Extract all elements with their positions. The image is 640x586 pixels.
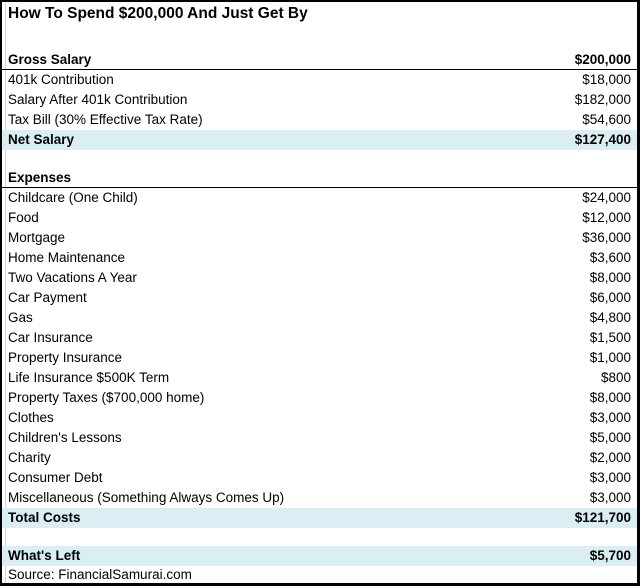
row-label: Home Maintenance bbox=[8, 250, 126, 266]
row-value: $800 bbox=[600, 370, 631, 386]
row-value: $3,000 bbox=[589, 470, 631, 486]
row-value: $121,700 bbox=[574, 510, 631, 526]
row-home-maintenance: Home Maintenance $3,600 bbox=[2, 248, 637, 268]
row-label: Two Vacations A Year bbox=[8, 270, 137, 286]
row-label: Life Insurance $500K Term bbox=[8, 370, 170, 386]
row-label: Salary After 401k Contribution bbox=[8, 92, 188, 108]
row-what-s-left: What's Left $5,700 bbox=[2, 546, 637, 566]
row-mortgage: Mortgage $36,000 bbox=[2, 228, 637, 248]
row-charity: Charity $2,000 bbox=[2, 448, 637, 468]
row-consumer-debt: Consumer Debt $3,000 bbox=[2, 468, 637, 488]
row-label: Childcare (One Child) bbox=[8, 190, 138, 206]
row-label: Net Salary bbox=[8, 132, 75, 148]
row-childcare-one-child: Childcare (One Child) $24,000 bbox=[2, 188, 637, 208]
spacer-row bbox=[2, 528, 637, 546]
row-value: $12,000 bbox=[582, 210, 631, 226]
row-value: $36,000 bbox=[582, 230, 631, 246]
row-label: Gross Salary bbox=[8, 51, 92, 67]
source-row: Source: FinancialSamurai.com bbox=[2, 566, 637, 583]
row-value: $127,400 bbox=[574, 132, 631, 148]
row-value: $5,000 bbox=[589, 430, 631, 446]
row-401k-contribution: 401k Contribution $18,000 bbox=[2, 70, 637, 90]
row-car-insurance: Car Insurance $1,500 bbox=[2, 328, 637, 348]
row-value: $200,000 bbox=[574, 51, 631, 67]
row-total-costs: Total Costs $121,700 bbox=[2, 508, 637, 528]
row-label: Children's Lessons bbox=[8, 430, 122, 446]
row-label: Expenses bbox=[8, 169, 72, 185]
row-value: $54,600 bbox=[582, 112, 631, 128]
row-value: $3,000 bbox=[589, 490, 631, 506]
row-label: Food bbox=[8, 210, 39, 226]
row-label: Clothes bbox=[8, 410, 54, 426]
row-clothes: Clothes $3,000 bbox=[2, 408, 637, 428]
row-label: Consumer Debt bbox=[8, 470, 103, 486]
row-property-taxes-700-000-home: Property Taxes ($700,000 home) $8,000 bbox=[2, 388, 637, 408]
row-value: $18,000 bbox=[582, 72, 631, 88]
row-value: $4,800 bbox=[589, 310, 631, 326]
row-label: Charity bbox=[8, 450, 51, 466]
row-value: $1,500 bbox=[589, 330, 631, 346]
spacer-row bbox=[2, 150, 637, 168]
row-label: Miscellaneous (Something Always Comes Up… bbox=[8, 490, 285, 506]
row-gross-salary: Gross Salary $200,000 bbox=[2, 50, 637, 70]
row-value: $3,600 bbox=[589, 250, 631, 266]
row-gas: Gas $4,800 bbox=[2, 308, 637, 328]
row-life-insurance-500k-term: Life Insurance $500K Term $800 bbox=[2, 368, 637, 388]
row-value: $8,000 bbox=[589, 270, 631, 286]
row-label: What's Left bbox=[8, 548, 81, 564]
row-label: Property Insurance bbox=[8, 350, 123, 366]
row-label: Total Costs bbox=[8, 510, 81, 526]
row-value: $2,000 bbox=[589, 450, 631, 466]
row-value: $24,000 bbox=[582, 190, 631, 206]
row-miscellaneous-something-always-comes-up: Miscellaneous (Something Always Comes Up… bbox=[2, 488, 637, 508]
row-property-insurance: Property Insurance $1,000 bbox=[2, 348, 637, 368]
page-title: How To Spend $200,000 And Just Get By bbox=[8, 5, 308, 22]
row-value: $3,000 bbox=[589, 410, 631, 426]
row-net-salary: Net Salary $127,400 bbox=[2, 130, 637, 150]
row-label: Car Insurance bbox=[8, 330, 93, 346]
row-children-s-lessons: Children's Lessons $5,000 bbox=[2, 428, 637, 448]
spacer-row bbox=[2, 32, 637, 50]
row-salary-after-401k-contribution: Salary After 401k Contribution $182,000 bbox=[2, 90, 637, 110]
row-value: $1,000 bbox=[589, 350, 631, 366]
row-expenses: Expenses bbox=[2, 168, 637, 188]
row-value: $6,000 bbox=[589, 290, 631, 306]
row-tax-bill-30-effective-tax-rate: Tax Bill (30% Effective Tax Rate) $54,60… bbox=[2, 110, 637, 130]
row-label: 401k Contribution bbox=[8, 72, 114, 88]
source-text: Source: FinancialSamurai.com bbox=[8, 567, 192, 583]
row-food: Food $12,000 bbox=[2, 208, 637, 228]
row-label: Car Payment bbox=[8, 290, 87, 306]
row-label: Property Taxes ($700,000 home) bbox=[8, 390, 205, 406]
title-row: How To Spend $200,000 And Just Get By bbox=[2, 2, 637, 32]
row-label: Gas bbox=[8, 310, 33, 326]
row-label: Mortgage bbox=[8, 230, 66, 246]
row-label: Tax Bill (30% Effective Tax Rate) bbox=[8, 112, 203, 128]
row-value: $5,700 bbox=[589, 548, 631, 564]
row-value: $8,000 bbox=[589, 390, 631, 406]
row-value: $182,000 bbox=[574, 92, 631, 108]
row-car-payment: Car Payment $6,000 bbox=[2, 288, 637, 308]
row-two-vacations-a-year: Two Vacations A Year $8,000 bbox=[2, 268, 637, 288]
